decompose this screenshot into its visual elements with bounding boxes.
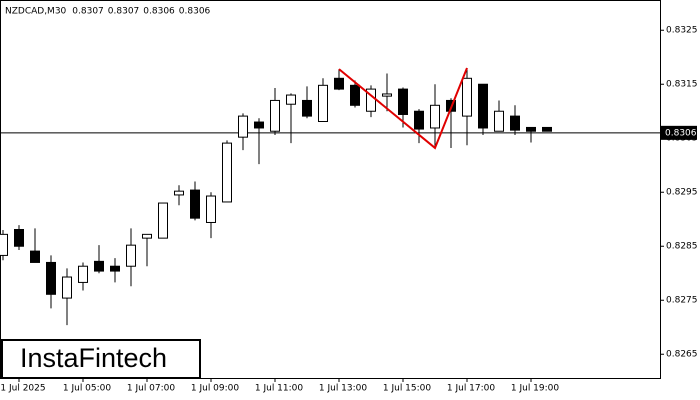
candle-body	[302, 99, 312, 117]
candle-body	[222, 142, 232, 203]
candle-body	[126, 244, 136, 267]
logo-box	[1, 339, 201, 379]
candle-body	[462, 77, 472, 117]
x-tick-label: 1 Jul 2025	[0, 384, 45, 394]
candle-body	[270, 99, 280, 132]
candle-body	[0, 233, 8, 256]
header-value: 0.8307	[72, 7, 104, 17]
candle-body	[542, 126, 552, 132]
candle-body	[478, 83, 488, 129]
candle-body	[142, 233, 152, 239]
candle-body	[350, 84, 360, 106]
x-tick-label: 1 Jul 17:00	[447, 384, 496, 394]
candle-body	[190, 189, 200, 219]
candle-body	[14, 229, 24, 247]
candle-body	[286, 94, 296, 105]
candle-body	[430, 104, 440, 129]
candle-body	[174, 190, 184, 196]
y-tick-label: 0.8265	[666, 350, 698, 360]
y-tick-label: 0.8325	[666, 26, 698, 36]
candle-body	[158, 202, 168, 239]
y-tick-label: 0.8315	[666, 80, 698, 90]
x-tick-label: 1 Jul 19:00	[511, 384, 560, 394]
x-tick-label: 1 Jul 13:00	[319, 384, 368, 394]
header-value: 0.8307	[108, 7, 140, 17]
candle-body	[494, 110, 504, 132]
candle-body	[30, 250, 40, 263]
y-tick-label: 0.8275	[666, 296, 698, 306]
chart-title: NZDCAD,M30	[5, 7, 67, 17]
x-tick-label: 1 Jul 09:00	[191, 384, 240, 394]
header-value: 0.8306	[143, 7, 175, 17]
candle-body	[206, 195, 216, 223]
x-tick-label: 1 Jul 15:00	[383, 384, 432, 394]
candle-body	[254, 121, 264, 129]
x-tick-label: 1 Jul 05:00	[63, 384, 112, 394]
candle-body	[334, 77, 344, 90]
y-tick-label: 0.8295	[666, 188, 698, 198]
candle-body	[510, 115, 520, 131]
plot-frame	[0, 0, 661, 379]
current-price-label: 0.8306	[665, 128, 697, 138]
candle-body	[382, 93, 392, 97]
current-price-box	[661, 125, 697, 140]
candle-body	[94, 260, 104, 272]
y-tick-label: 0.8285	[666, 242, 698, 252]
candle-body	[110, 265, 120, 272]
candle-body	[526, 126, 536, 132]
pattern-line	[338, 67, 468, 150]
candle-body	[62, 276, 72, 299]
candle-body	[318, 84, 328, 122]
logo: InstaFintech	[20, 343, 167, 373]
x-tick-label: 1 Jul 07:00	[127, 384, 176, 394]
candle-body	[78, 265, 88, 283]
candle-body	[398, 88, 408, 115]
candle-body	[238, 115, 248, 138]
header-value: 0.8306	[179, 7, 211, 17]
candle-body	[46, 261, 56, 295]
candle-body	[414, 110, 424, 130]
x-tick-label: 1 Jul 11:00	[255, 384, 304, 394]
